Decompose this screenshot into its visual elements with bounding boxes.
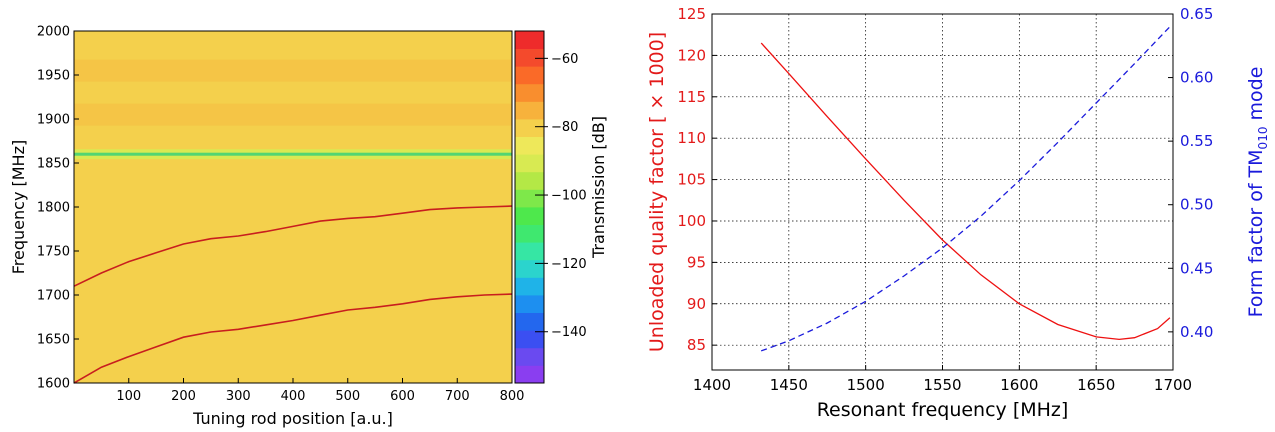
colorbar-segment [515,330,544,349]
colorbar-segment [515,189,544,208]
x-tick-label: 1550 [923,376,961,394]
colorbar-segment [515,224,544,243]
y-tick-label: 1900 [37,113,70,128]
x-tick-label: 300 [226,389,251,404]
colorbar-segment [515,312,544,331]
y-tick-label: 115 [677,88,706,106]
y2-tick-label: 0.55 [1180,132,1213,150]
x-axis-label: Tuning rod position [a.u.] [192,409,393,428]
colorbar-segment [515,31,544,49]
y-tick-label: 2000 [37,25,70,40]
colorbar-segment [515,83,544,102]
y2-tick-label: 0.65 [1180,5,1213,23]
x-tick-label: 400 [281,389,306,404]
x-tick-label: 1500 [847,376,885,394]
y-tick-label: 90 [687,295,706,313]
colorbar-tick-label: −60 [551,52,578,67]
quality-factor-line [760,42,1171,341]
y-tick-label: 95 [687,253,706,271]
colorbar-segment [515,347,544,366]
colorbar-tick-label: −100 [551,189,587,204]
y-axis-label: Frequency [MHz] [9,140,28,274]
line-chart: 1400 1450 1500 1550 1600 1650 1700 85 90 95 100 105… [646,5,1270,421]
y-tick-label: 120 [677,46,706,64]
y-tick-label: 1850 [37,157,70,172]
x-tick-label: 1450 [770,376,808,394]
form-factor-line [760,26,1171,352]
heatmap-background [74,31,512,383]
x-tick-label: 1650 [1077,376,1115,394]
y2-tick-label: 0.40 [1180,323,1213,341]
heatmap-band-core [74,152,512,156]
heatmap-band [74,103,512,126]
colorbar-segment [515,295,544,313]
y2-tick-label: 0.50 [1180,196,1213,214]
resonance-line-2 [73,293,513,384]
resonance-line-1 [73,205,513,287]
y2-tick-label: 0.45 [1180,259,1213,277]
colorbar-segment [515,259,544,278]
colorbar-segment [515,101,544,120]
x-tick-label: 1700 [1154,376,1192,394]
colorbar-tick-label: −120 [551,257,587,272]
colorbar-segment [515,119,544,137]
x-tick-label: 200 [171,389,196,404]
colorbar-segment [515,277,544,296]
y-tick-label: 110 [677,129,706,147]
y-axis-label: Unloaded quality factor [ × 1000] [646,32,668,352]
colorbar-segment [515,365,544,384]
y-tick-label: 1600 [37,377,70,392]
heatmap-chart: 100 200 300 400 500 600 700 800 1600 1650 1700 1750… [9,25,608,429]
x-tick-label: 1400 [693,376,731,394]
y-tick-label: 1750 [37,245,70,260]
y-tick-label: 1700 [37,289,70,304]
colorbar-segment [515,154,544,173]
colorbar-label: Transmission [dB] [589,116,608,259]
colorbar-frame [514,30,545,384]
y-tick-label: 1800 [37,201,70,216]
y-tick-label: 105 [677,171,706,189]
colorbar-tick-label: −140 [551,325,587,340]
y2-tick-label: 0.60 [1180,69,1213,87]
colorbar-segment [515,207,544,225]
x-tick-label: 500 [335,389,360,404]
y-tick-label: 85 [687,336,706,354]
x-axis-label: Resonant frequency [MHz] [817,399,1069,421]
y-tick-label: 125 [677,5,706,23]
y2-axis-label: Form factor of TM010 mode [1245,67,1270,318]
colorbar-segment [515,66,544,85]
x-tick-label: 800 [500,389,525,404]
x-tick-label: 1600 [1000,376,1038,394]
y-tick-label: 100 [677,212,706,230]
colorbar-segment [515,242,544,261]
colorbar-tick-label: −80 [551,120,578,135]
y-tick-label: 1950 [37,69,70,84]
x-tick-label: 700 [445,389,470,404]
x-tick-label: 600 [390,389,415,404]
x-tick-label: 100 [116,389,141,404]
colorbar-segment [515,136,544,155]
colorbar-segment [515,171,544,190]
heatmap-band [74,59,512,82]
y-tick-label: 1650 [37,333,70,348]
colorbar-segment [515,48,544,67]
